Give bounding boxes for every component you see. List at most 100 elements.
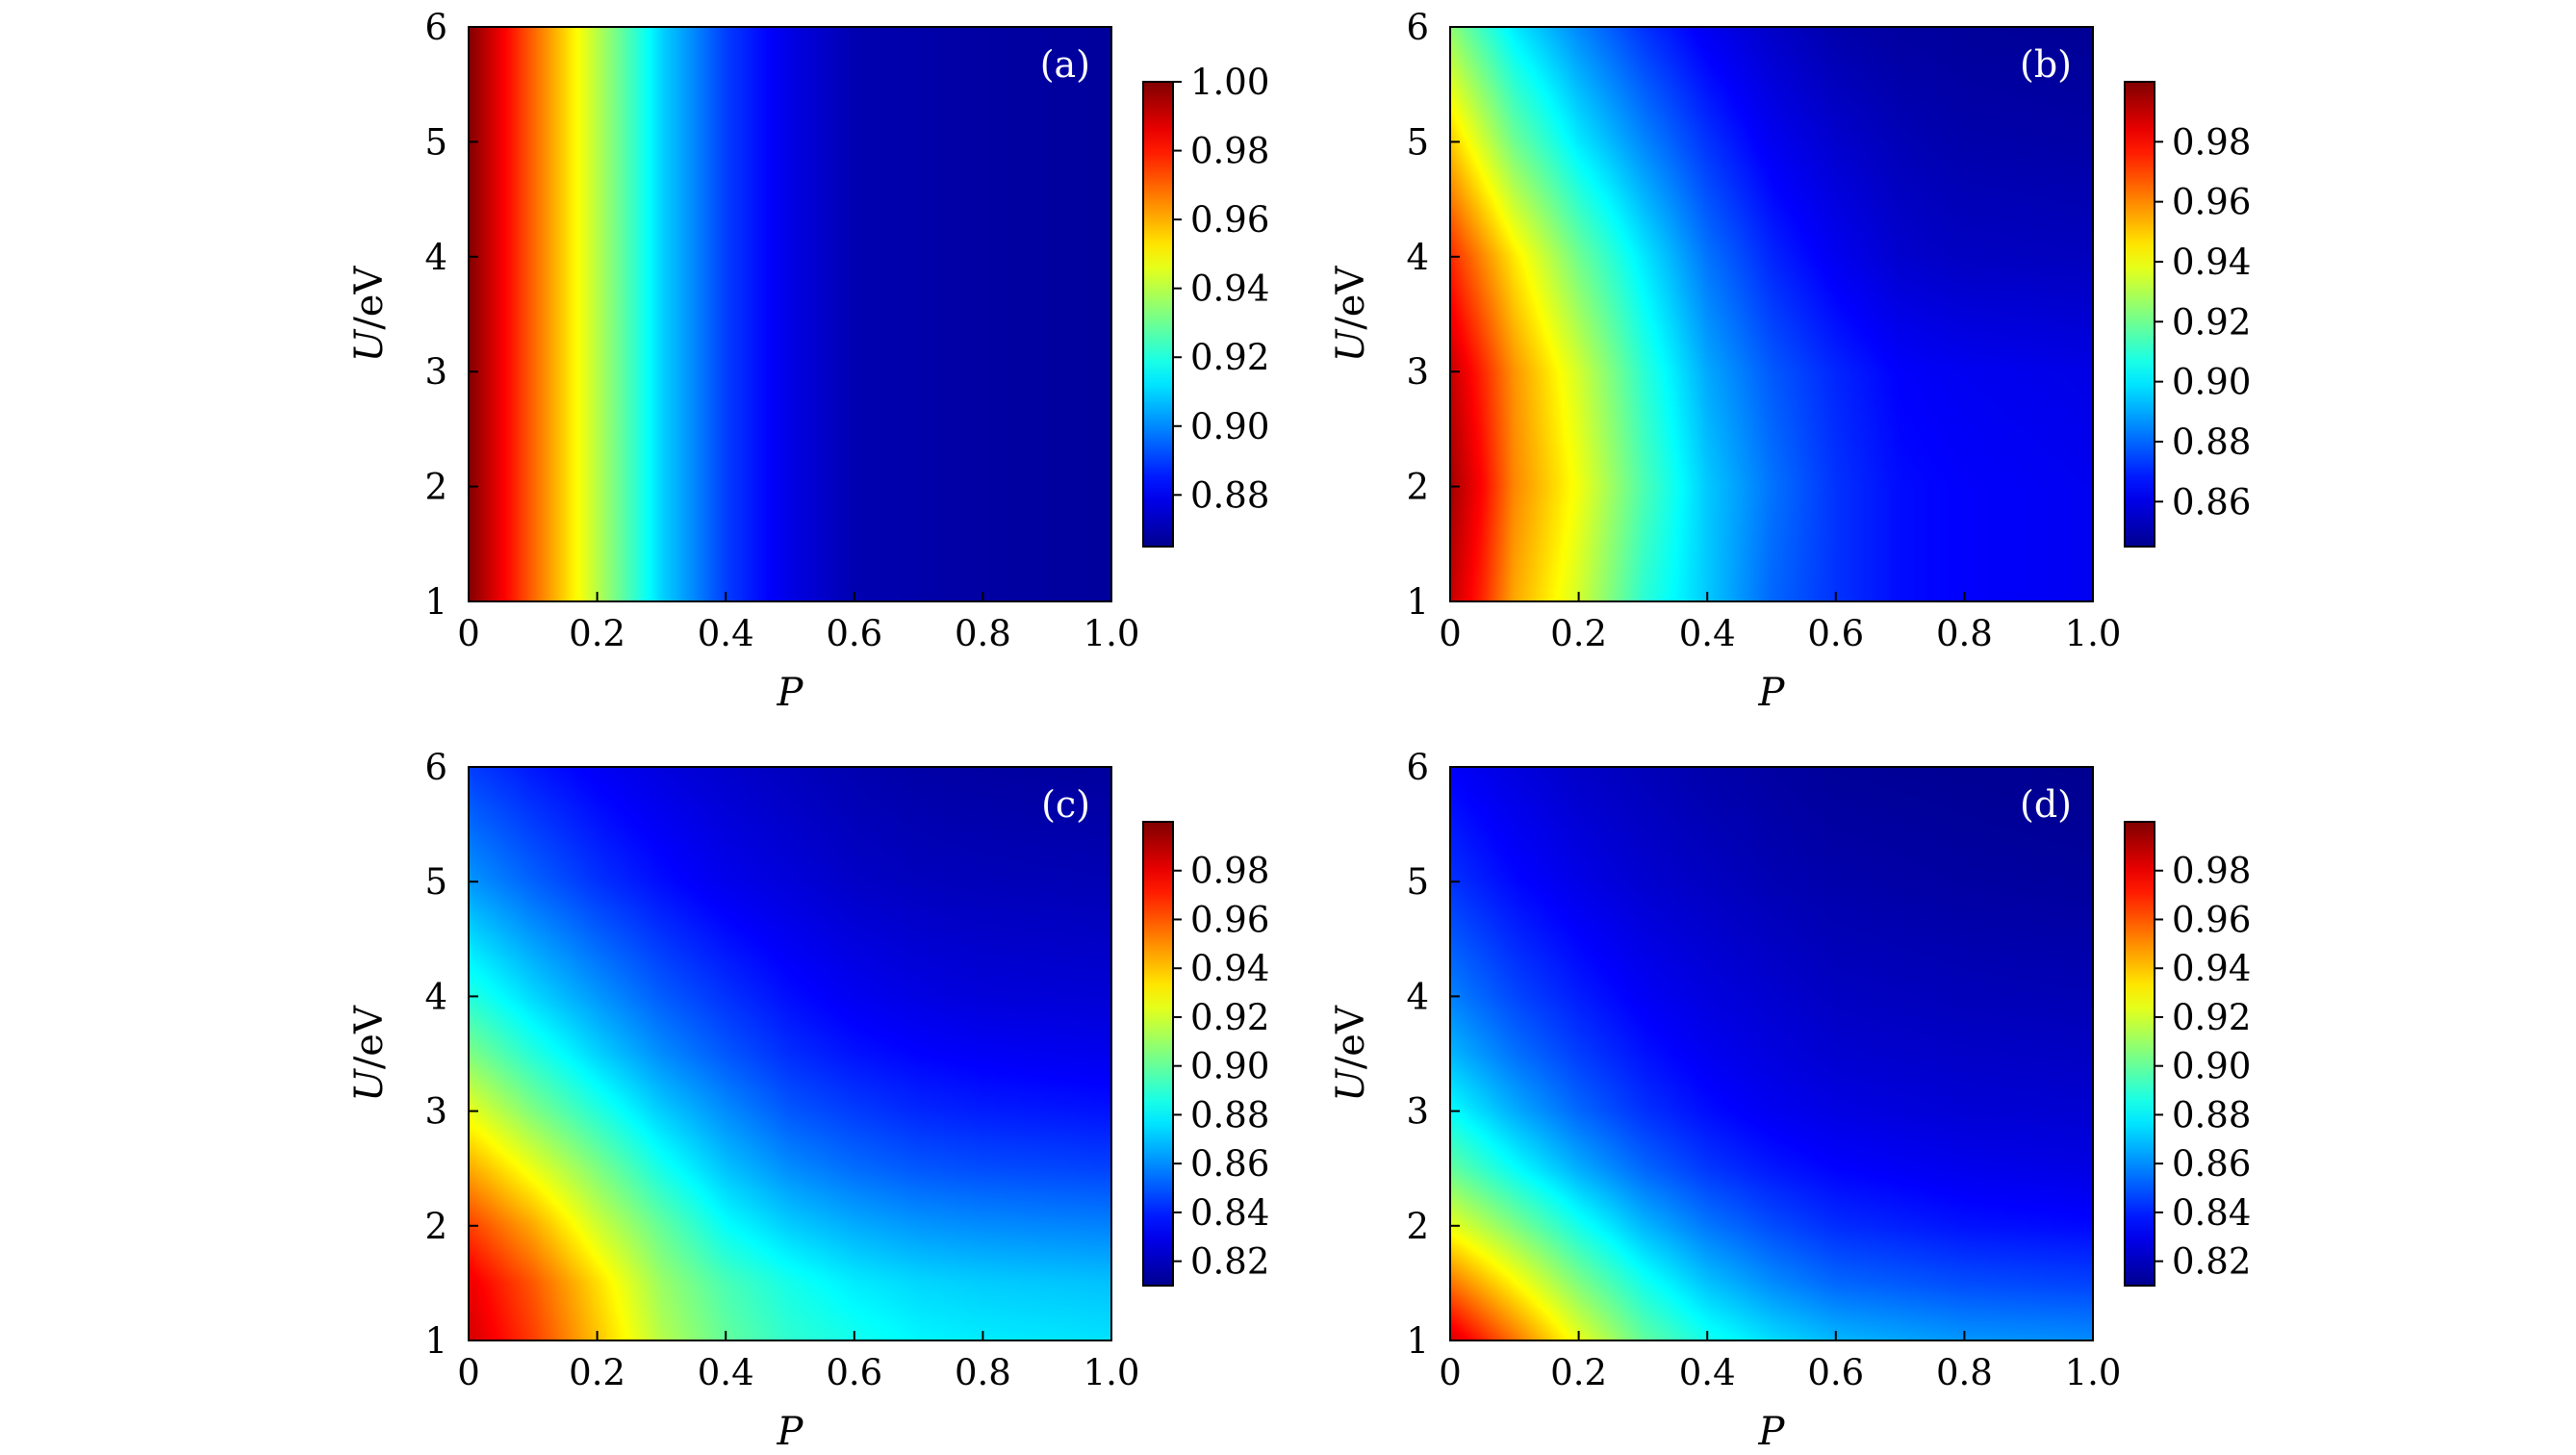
y-tick-label: 6 bbox=[1406, 7, 1429, 48]
colorbar-tick-label: 0.88 bbox=[2172, 1094, 2251, 1136]
colorbar bbox=[1142, 821, 1174, 1287]
y-tick-label: 5 bbox=[424, 861, 447, 903]
y-tick-label: 3 bbox=[424, 351, 447, 393]
plot-frame bbox=[1449, 26, 2094, 602]
panel-2: 0 0.2 0.4 0.6 0.8 1.0 1 2 3 4 5 6 P U/eV (c) 0.82 0.84 0.… bbox=[347, 747, 1269, 1454]
colorbar-tick-label: 0.92 bbox=[2172, 997, 2251, 1038]
y-tick-label: 3 bbox=[1406, 351, 1429, 393]
colorbar-tick-label: 0.94 bbox=[1190, 268, 1269, 310]
colorbar-tick-label: 0.84 bbox=[2172, 1192, 2251, 1234]
x-tick-label: 0.2 bbox=[569, 613, 625, 654]
y-tick-label: 1 bbox=[424, 581, 447, 623]
colorbar-tick-label: 0.90 bbox=[2172, 362, 2251, 403]
colorbar-tick-label: 0.98 bbox=[1190, 131, 1269, 172]
y-tick-label: 5 bbox=[1406, 121, 1429, 163]
y-tick-label: 6 bbox=[424, 7, 447, 48]
y-axis-label: U/eV bbox=[347, 266, 392, 363]
panel-label: (d) bbox=[2020, 783, 2072, 826]
colorbar-tick-label: 0.94 bbox=[2172, 242, 2251, 283]
y-axis-label: U/eV bbox=[1329, 266, 1373, 363]
panel-label: (a) bbox=[1040, 43, 1090, 86]
x-tick-label: 0.6 bbox=[826, 613, 882, 654]
colorbar-tick-label: 0.98 bbox=[1190, 851, 1269, 892]
panel-0: 0 0.2 0.4 0.6 0.8 1.0 1 2 3 4 5 6 P U/eV (a) 0.88 0.90 0.… bbox=[347, 7, 1269, 715]
y-tick-label: 6 bbox=[424, 747, 447, 788]
y-tick-label: 3 bbox=[1406, 1091, 1429, 1133]
plot-frame bbox=[468, 26, 1112, 602]
heatmap-surface bbox=[469, 767, 1111, 1340]
colorbar-tick-label: 0.86 bbox=[1190, 1143, 1269, 1185]
heatmap-surface bbox=[1450, 27, 2093, 601]
y-axis-label: U/eV bbox=[347, 1005, 392, 1102]
x-tick-label: 1.0 bbox=[2065, 613, 2122, 654]
colorbar-tick-label: 0.90 bbox=[2172, 1046, 2251, 1087]
y-tick-label: 4 bbox=[424, 976, 447, 1017]
colorbar-tick-label: 0.86 bbox=[2172, 481, 2251, 523]
colorbar-tick-label: 0.82 bbox=[1190, 1241, 1269, 1283]
colorbar bbox=[1142, 81, 1174, 548]
colorbar-tick-label: 0.88 bbox=[1190, 1094, 1269, 1136]
y-tick-label: 2 bbox=[424, 1206, 447, 1247]
x-tick-label: 0.4 bbox=[1679, 1352, 1736, 1393]
colorbar bbox=[2124, 821, 2155, 1287]
x-tick-label: 1.0 bbox=[2065, 1352, 2122, 1393]
colorbar-tick-label: 0.86 bbox=[2172, 1143, 2251, 1185]
x-tick-label: 0.4 bbox=[1679, 613, 1736, 654]
y-tick-label: 3 bbox=[424, 1091, 447, 1133]
x-tick-label: 0.6 bbox=[1807, 1352, 1864, 1393]
colorbar-tick-label: 0.88 bbox=[2172, 421, 2251, 463]
x-tick-label: 1.0 bbox=[1084, 613, 1140, 654]
y-tick-label: 1 bbox=[424, 1320, 447, 1362]
colorbar-tick-label: 0.96 bbox=[2172, 182, 2251, 223]
x-tick-label: 1.0 bbox=[1084, 1352, 1140, 1393]
colorbar-tick-label: 0.88 bbox=[1190, 474, 1269, 516]
panel-3: 0 0.2 0.4 0.6 0.8 1.0 1 2 3 4 5 6 P U/eV (d) 0.82 0.84 0.… bbox=[1329, 747, 2251, 1454]
colorbar-tick-label: 0.90 bbox=[1190, 1046, 1269, 1087]
colorbar-tick-label: 0.82 bbox=[2172, 1241, 2251, 1283]
heatmap-surface bbox=[1450, 767, 2093, 1340]
x-tick-label: 0.4 bbox=[698, 1352, 754, 1393]
y-axis-label: U/eV bbox=[1329, 1005, 1373, 1102]
y-tick-label: 4 bbox=[1406, 237, 1429, 278]
colorbar-tick-label: 0.96 bbox=[1190, 899, 1269, 940]
x-tick-label: 0.8 bbox=[1936, 1352, 1993, 1393]
colorbar-tick-label: 0.98 bbox=[2172, 121, 2251, 163]
x-tick-label: 0.8 bbox=[955, 613, 1011, 654]
y-tick-label: 4 bbox=[1406, 976, 1429, 1017]
x-axis-label: P bbox=[1758, 1410, 1786, 1454]
y-tick-label: 5 bbox=[1406, 861, 1429, 903]
plot-frame bbox=[468, 766, 1112, 1341]
x-tick-label: 0 bbox=[1439, 613, 1462, 654]
plot-frame bbox=[1449, 766, 2094, 1341]
colorbar-tick-label: 0.94 bbox=[2172, 948, 2251, 989]
colorbar bbox=[2124, 81, 2155, 548]
colorbar-tick-label: 0.92 bbox=[2172, 301, 2251, 343]
colorbar-tick-label: 1.00 bbox=[1190, 62, 1269, 103]
y-tick-label: 4 bbox=[424, 237, 447, 278]
x-tick-label: 0.6 bbox=[826, 1352, 882, 1393]
colorbar-tick-label: 0.98 bbox=[2172, 851, 2251, 892]
y-tick-label: 1 bbox=[1406, 581, 1429, 623]
x-tick-label: 0.4 bbox=[698, 613, 754, 654]
x-tick-label: 0 bbox=[1439, 1352, 1462, 1393]
colorbar-tick-label: 0.84 bbox=[1190, 1192, 1269, 1234]
x-axis-label: P bbox=[1758, 671, 1786, 715]
y-tick-label: 5 bbox=[424, 121, 447, 163]
panel-label: (b) bbox=[2020, 43, 2072, 86]
colorbar-tick-label: 0.96 bbox=[1190, 199, 1269, 241]
x-tick-label: 0 bbox=[457, 613, 480, 654]
x-axis-label: P bbox=[777, 1410, 804, 1454]
y-tick-label: 2 bbox=[1406, 1206, 1429, 1247]
x-tick-label: 0.2 bbox=[1550, 613, 1607, 654]
colorbar-tick-label: 0.90 bbox=[1190, 406, 1269, 447]
y-tick-label: 2 bbox=[424, 467, 447, 508]
x-tick-label: 0.2 bbox=[1550, 1352, 1607, 1393]
colorbar-tick-label: 0.92 bbox=[1190, 337, 1269, 378]
x-tick-label: 0.8 bbox=[1936, 613, 1993, 654]
colorbar-tick-label: 0.94 bbox=[1190, 948, 1269, 989]
x-axis-label: P bbox=[777, 671, 804, 715]
x-tick-label: 0.2 bbox=[569, 1352, 625, 1393]
colorbar-tick-label: 0.96 bbox=[2172, 899, 2251, 940]
y-tick-label: 6 bbox=[1406, 747, 1429, 788]
